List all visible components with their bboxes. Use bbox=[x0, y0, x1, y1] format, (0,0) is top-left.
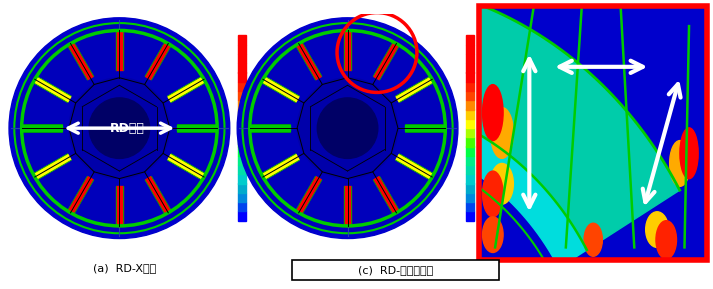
Circle shape bbox=[297, 78, 398, 179]
FancyArrow shape bbox=[344, 186, 351, 226]
Bar bbox=[238, 165, 245, 174]
Bar bbox=[238, 82, 245, 91]
Bar bbox=[238, 100, 245, 110]
Ellipse shape bbox=[656, 221, 677, 259]
FancyArrow shape bbox=[344, 30, 351, 70]
Circle shape bbox=[317, 98, 378, 158]
Bar bbox=[466, 128, 473, 137]
FancyArrow shape bbox=[116, 186, 123, 226]
FancyArrow shape bbox=[21, 125, 61, 131]
Bar bbox=[466, 54, 473, 63]
Bar bbox=[238, 36, 245, 45]
Bar bbox=[466, 174, 473, 184]
Bar bbox=[466, 45, 473, 54]
Bar bbox=[238, 202, 245, 211]
FancyArrow shape bbox=[145, 42, 171, 80]
Circle shape bbox=[89, 98, 150, 158]
Bar bbox=[466, 165, 473, 174]
Ellipse shape bbox=[483, 171, 503, 217]
FancyArrow shape bbox=[396, 154, 434, 180]
Bar bbox=[466, 147, 473, 156]
Ellipse shape bbox=[670, 140, 690, 186]
Circle shape bbox=[9, 18, 230, 238]
Ellipse shape bbox=[483, 217, 503, 253]
Bar bbox=[466, 184, 473, 193]
Circle shape bbox=[69, 78, 170, 179]
Bar bbox=[238, 119, 245, 128]
Bar bbox=[466, 119, 473, 128]
Bar bbox=[238, 128, 245, 137]
Bar bbox=[238, 174, 245, 184]
Bar bbox=[238, 156, 245, 165]
Bar bbox=[238, 45, 245, 54]
FancyArrow shape bbox=[250, 125, 289, 131]
Circle shape bbox=[242, 23, 453, 233]
FancyArrow shape bbox=[178, 125, 217, 131]
Bar bbox=[238, 54, 245, 63]
FancyArrow shape bbox=[116, 30, 123, 70]
Bar bbox=[238, 110, 245, 119]
FancyArrow shape bbox=[34, 154, 71, 180]
FancyArrow shape bbox=[145, 177, 171, 214]
FancyArrow shape bbox=[68, 177, 93, 214]
FancyArrow shape bbox=[168, 77, 205, 102]
FancyArrow shape bbox=[262, 154, 299, 180]
FancyArrow shape bbox=[374, 177, 399, 214]
Bar bbox=[238, 193, 245, 202]
Bar bbox=[238, 137, 245, 147]
Ellipse shape bbox=[491, 108, 513, 158]
FancyArrow shape bbox=[168, 154, 205, 180]
Bar bbox=[466, 193, 473, 202]
Bar bbox=[466, 137, 473, 147]
Bar bbox=[238, 184, 245, 193]
FancyArrow shape bbox=[374, 42, 399, 80]
Circle shape bbox=[14, 23, 225, 233]
Text: RD方向: RD方向 bbox=[111, 122, 145, 135]
Text: (c)  RD-分割コア型: (c) RD-分割コア型 bbox=[358, 265, 434, 275]
Bar bbox=[466, 82, 473, 91]
FancyArrow shape bbox=[396, 77, 434, 102]
FancyArrow shape bbox=[34, 77, 71, 102]
Bar bbox=[466, 91, 473, 100]
Bar bbox=[466, 110, 473, 119]
Bar bbox=[466, 73, 473, 82]
FancyArrow shape bbox=[68, 42, 93, 80]
FancyArrow shape bbox=[296, 177, 322, 214]
Bar bbox=[238, 211, 245, 221]
Bar bbox=[466, 202, 473, 211]
Bar bbox=[466, 63, 473, 73]
Ellipse shape bbox=[646, 212, 669, 247]
FancyArrow shape bbox=[406, 125, 446, 131]
Bar bbox=[466, 100, 473, 110]
Bar bbox=[238, 147, 245, 156]
Ellipse shape bbox=[491, 164, 513, 204]
Circle shape bbox=[237, 18, 458, 238]
FancyArrow shape bbox=[296, 42, 322, 80]
Bar bbox=[238, 91, 245, 100]
Polygon shape bbox=[362, 100, 587, 268]
FancyBboxPatch shape bbox=[292, 260, 499, 280]
Ellipse shape bbox=[680, 128, 698, 179]
Ellipse shape bbox=[483, 85, 503, 140]
Bar bbox=[238, 73, 245, 82]
Bar bbox=[466, 36, 473, 45]
Bar bbox=[466, 156, 473, 165]
Bar bbox=[238, 63, 245, 73]
FancyArrow shape bbox=[262, 77, 299, 102]
Text: (a)  RD-X軸型: (a) RD-X軸型 bbox=[93, 263, 156, 273]
Bar bbox=[466, 211, 473, 221]
Polygon shape bbox=[363, 0, 679, 250]
Ellipse shape bbox=[584, 223, 602, 256]
